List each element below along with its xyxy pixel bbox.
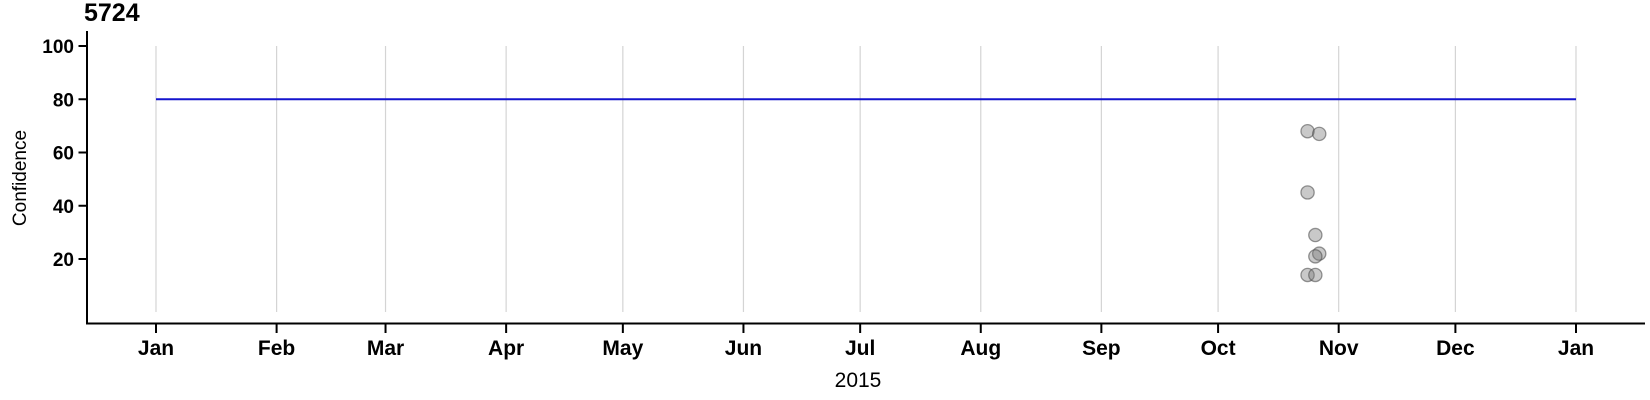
data-point (1308, 249, 1323, 264)
data-point (1308, 227, 1323, 243)
data-point (1300, 123, 1315, 139)
chart-title: 5724 (84, 0, 140, 27)
y-axis-title: Confidence (10, 129, 31, 227)
x-axis-title: 2015 (834, 369, 882, 392)
x-tick-label: Apr (488, 337, 524, 360)
x-tick-label: May (602, 337, 643, 360)
x-tick-label: Jan (1558, 337, 1594, 360)
x-tick-label: Jan (138, 337, 174, 360)
y-tick-label: 60 (53, 144, 74, 165)
y-tick-label: 20 (53, 250, 74, 271)
data-point (1311, 126, 1327, 142)
y-tick-label: 40 (53, 197, 74, 218)
x-tick-label: Jul (845, 337, 875, 360)
y-tick-label: 80 (53, 90, 74, 111)
x-tick-label: Sep (1082, 337, 1121, 360)
x-tick-label: Feb (258, 337, 295, 360)
data-point (1300, 185, 1315, 200)
data-point (1300, 267, 1315, 283)
x-tick-label: Nov (1319, 337, 1359, 360)
x-tick-label: Jun (725, 337, 762, 360)
data-point (1308, 267, 1323, 283)
x-tick-label: Mar (367, 337, 404, 360)
x-tick-label: Aug (960, 337, 1001, 360)
x-tick-label: Oct (1201, 337, 1236, 360)
y-tick-label: 100 (42, 37, 74, 58)
x-tick-label: Dec (1436, 337, 1475, 360)
